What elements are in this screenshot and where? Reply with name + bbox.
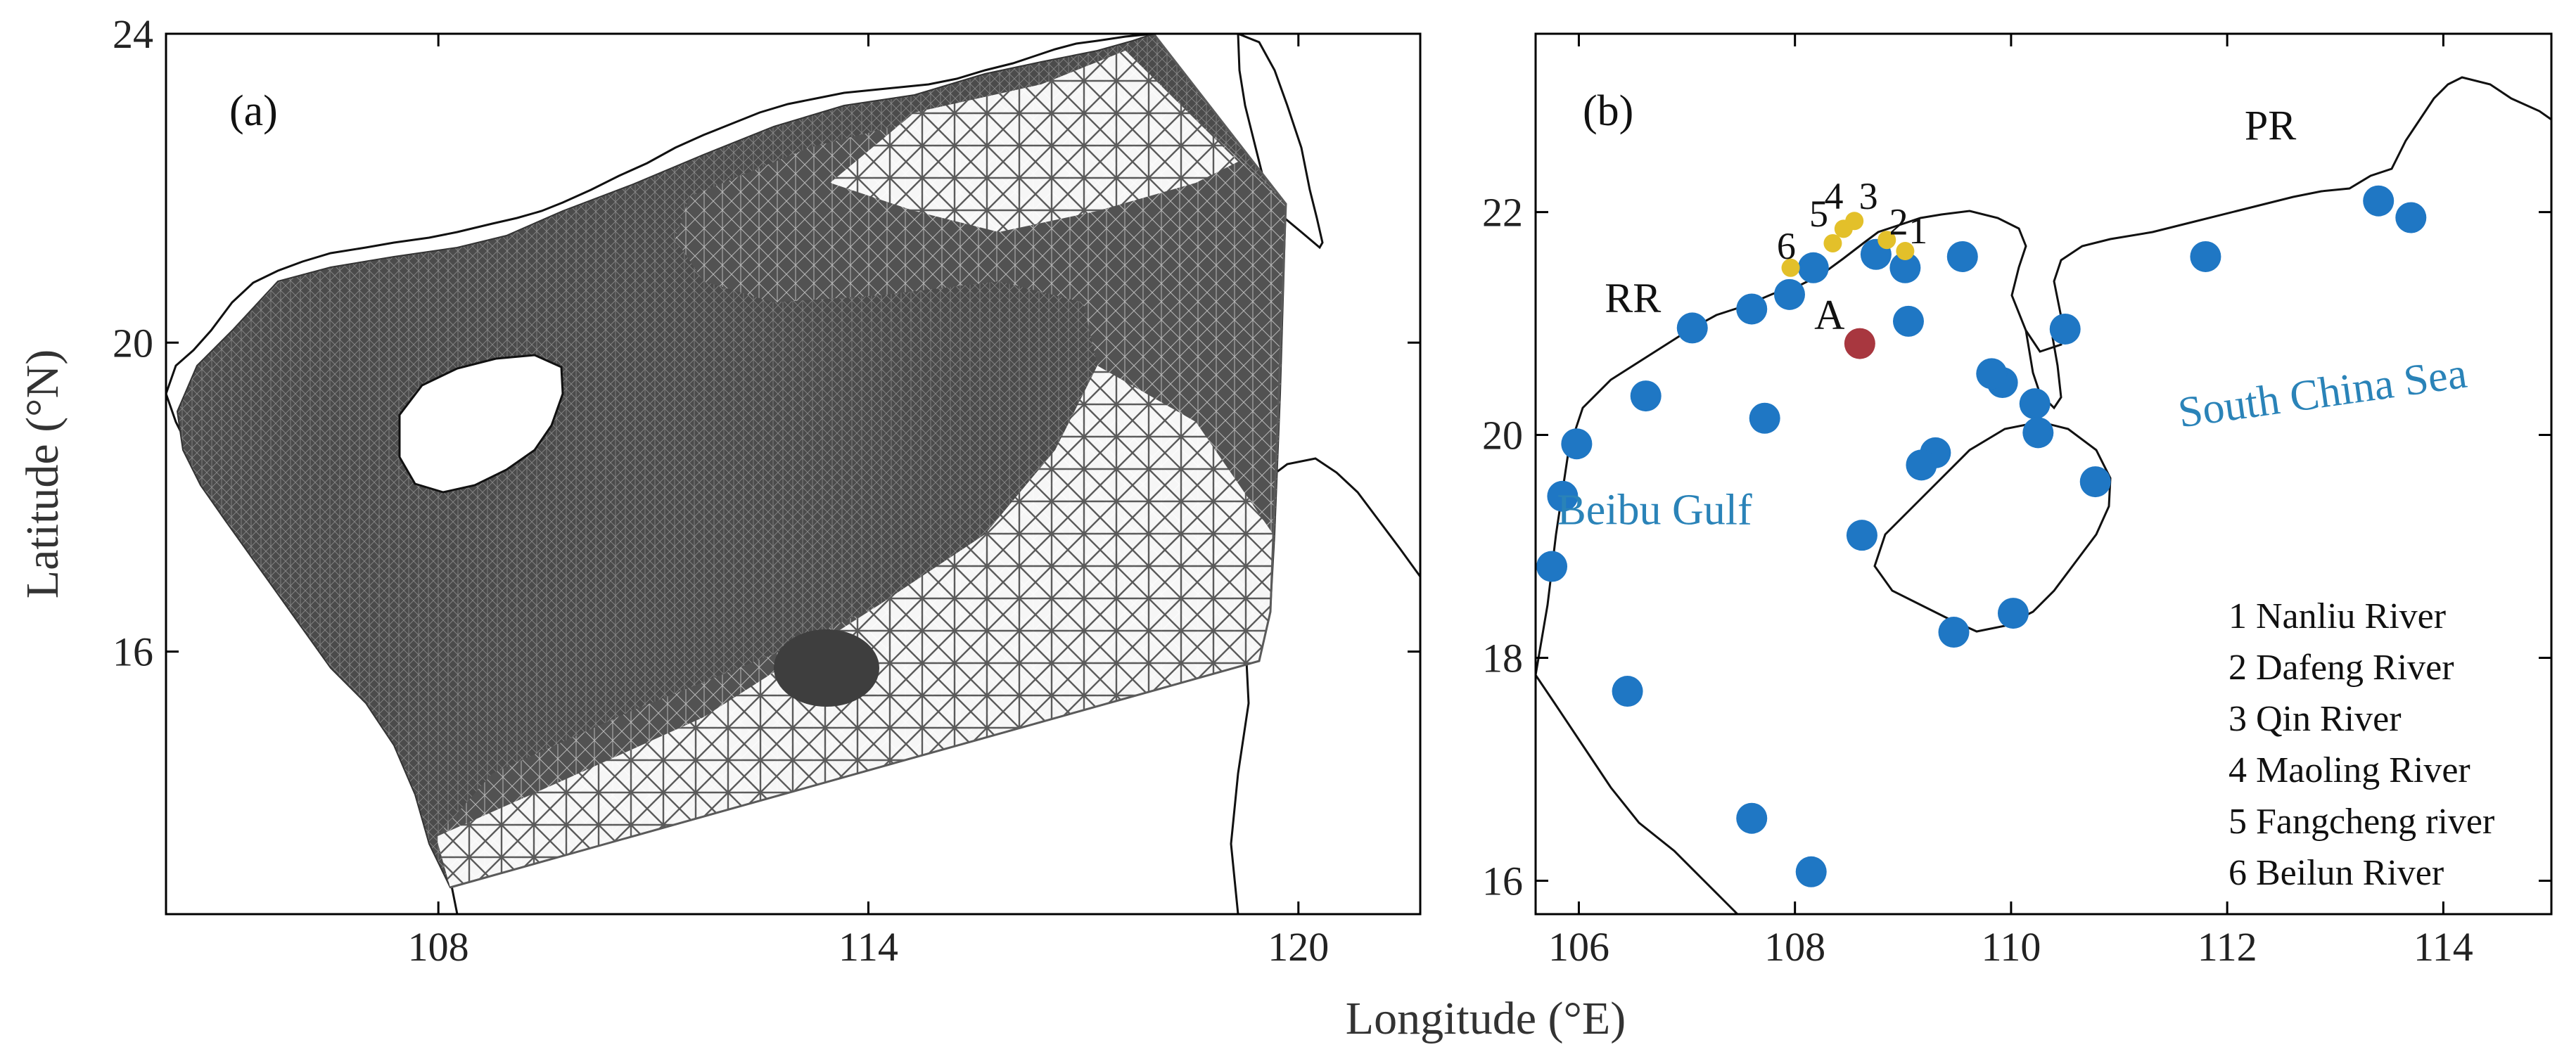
- luzon-coastline: [1230, 457, 1420, 914]
- station-point-blue: [2019, 388, 2051, 420]
- panel-a-label: (a): [229, 87, 278, 135]
- legend-entry: 4 Maoling River: [2229, 750, 2470, 790]
- panel-a-y-tick-label: 24: [113, 11, 153, 57]
- station-point-blue: [1676, 312, 1708, 344]
- station-point-blue: [2363, 185, 2395, 217]
- station-point-blue: [1906, 449, 1937, 481]
- panel-b-y-tick-label: 22: [1482, 190, 1523, 236]
- sea-label: Beibu Gulf: [1557, 486, 1752, 534]
- station-point-blue: [1946, 240, 1978, 272]
- station-point-blue: [1536, 551, 1568, 582]
- mesh-dense-patch: [774, 629, 879, 707]
- panel-a-mesh-map: (a) 108 114 120 16 20 24: [113, 11, 1422, 970]
- panel-b-leizhou-coast: [2025, 316, 2062, 410]
- station-point-blue: [1938, 617, 1970, 648]
- panel-b-x-tick-label: 114: [2414, 924, 2473, 970]
- panel-b-x-tick-label: 112: [2198, 924, 2257, 970]
- station-point-blue: [2049, 313, 2081, 345]
- river-mouth-point-yellow: [1823, 233, 1842, 252]
- open-boundary: [449, 34, 1287, 889]
- mainland-coastline: [166, 34, 1154, 394]
- legend-entry: 1 Nanliu River: [2229, 596, 2446, 636]
- taiwan-coastline: [1237, 34, 1324, 250]
- panel-a-y-tick-label: 20: [113, 320, 153, 366]
- station-point-blue: [1630, 380, 1662, 412]
- panel-b-x-tick-label: 110: [1981, 924, 2041, 970]
- station-point-blue: [2395, 202, 2427, 233]
- river-mouth-point-yellow: [1781, 258, 1800, 277]
- station-point-blue: [1892, 305, 1924, 337]
- panel-b-x-tick-label: 108: [1764, 924, 1825, 970]
- river-number-label: 5: [1809, 193, 1828, 235]
- panel-a-y-tick-label: 16: [113, 629, 153, 675]
- legend-entry: 5 Fangcheng river: [2229, 802, 2494, 842]
- panel-b-border: [1534, 32, 2553, 916]
- station-point-blue: [1561, 428, 1593, 460]
- place-label: A: [1814, 292, 1844, 338]
- panel-a-x-tick-label: 114: [839, 924, 898, 970]
- station-point-blue: [1547, 480, 1579, 512]
- panel-b-label: (b): [1583, 87, 1633, 135]
- river-number-label: 3: [1859, 175, 1878, 217]
- legend-entry: 6 Beilun River: [2229, 853, 2444, 893]
- station-point-blue: [1736, 802, 1768, 834]
- legend-entry: 2 Dafeng River: [2229, 648, 2454, 688]
- river-number-label: 4: [1824, 175, 1843, 217]
- panel-b-y-tick-label: 16: [1482, 858, 1523, 904]
- station-point-blue: [1976, 358, 2008, 390]
- station-point-blue: [1889, 252, 1921, 283]
- river-mouth-point-yellow: [1896, 242, 1915, 261]
- y-axis-title: Latitude (°N): [17, 349, 68, 598]
- station-point-blue: [2190, 240, 2221, 272]
- panel-a-border: [165, 32, 1422, 916]
- station-point-blue: [1612, 676, 1643, 707]
- river-mouth-point-yellow: [1845, 212, 1864, 231]
- x-axis-title: Longitude (°E): [1346, 993, 1626, 1044]
- place-label: RR: [1605, 275, 1661, 321]
- river-number-label: 1: [1908, 210, 1927, 252]
- panel-b-vietnam-coast: [1536, 674, 1739, 914]
- station-point-blue: [1749, 402, 1780, 434]
- place-label: PR: [2245, 103, 2296, 149]
- legend-entry: 3 Qin River: [2229, 699, 2402, 739]
- panel-a-x-tick-label: 108: [408, 924, 469, 970]
- station-point-a: [1844, 328, 1875, 359]
- station-point-blue: [2022, 417, 2054, 449]
- mesh-upper-coarse: [830, 51, 1238, 232]
- panel-a-x-tick-label: 120: [1268, 924, 1329, 970]
- panel-b-y-tick-label: 18: [1482, 635, 1523, 681]
- river-number-label: 6: [1777, 225, 1796, 267]
- station-point-blue: [1997, 598, 2029, 629]
- station-point-blue: [2079, 466, 2111, 498]
- river-mouth-point-yellow: [1877, 231, 1896, 250]
- panel-b-y-tick-label: 20: [1482, 413, 1523, 458]
- mesh-boundary-coarse: [436, 366, 1273, 887]
- station-point-blue: [1846, 520, 1877, 551]
- station-point-blue: [1797, 252, 1829, 283]
- panel-a-axes: 108 114 120 16 20 24: [113, 11, 1420, 970]
- river-number-label: 2: [1889, 200, 1908, 243]
- station-point-blue: [1774, 278, 1805, 310]
- station-point-blue: [1736, 293, 1768, 325]
- panel-b-station-points: [1536, 185, 2427, 887]
- river-legend: 1 Nanliu River 2 Dafeng River 3 Qin River 4…: [2229, 596, 2494, 893]
- station-point-blue: [1795, 856, 1827, 887]
- hainan-island: [398, 354, 564, 494]
- panel-b-x-tick-label: 106: [1548, 924, 1609, 970]
